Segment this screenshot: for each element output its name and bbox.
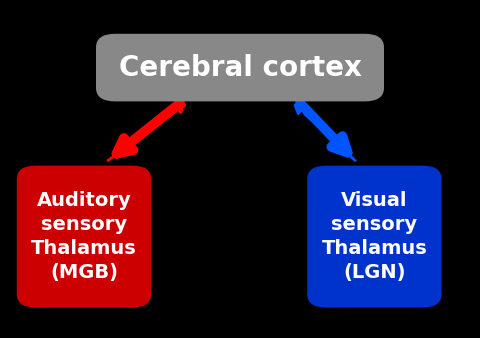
FancyBboxPatch shape (17, 166, 151, 308)
Text: Visual
sensory
Thalamus
(LGN): Visual sensory Thalamus (LGN) (322, 191, 427, 283)
FancyBboxPatch shape (307, 166, 442, 308)
FancyBboxPatch shape (96, 34, 384, 101)
Text: Auditory
sensory
Thalamus
(MGB): Auditory sensory Thalamus (MGB) (31, 191, 137, 283)
Text: Cerebral cortex: Cerebral cortex (119, 54, 361, 81)
